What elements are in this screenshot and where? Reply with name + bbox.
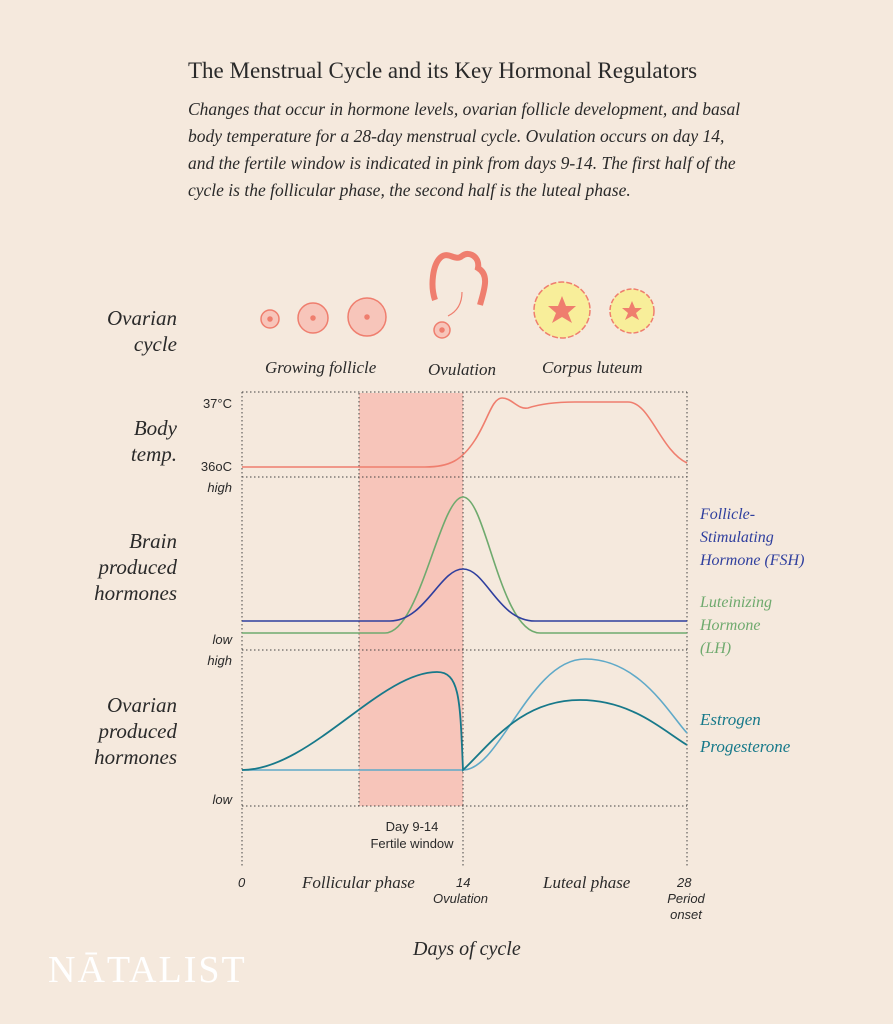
text-line: and the fertile window is indicated in p…: [188, 153, 736, 173]
text-line: hormones: [94, 745, 177, 769]
x-tick-label: 28: [677, 875, 692, 890]
text-line: produced: [98, 555, 177, 579]
stage-label: Growing follicle: [265, 358, 377, 377]
row-label: Brain produced hormones: [94, 528, 177, 606]
text-line: onset: [670, 907, 702, 922]
text-line: Changes that occur in hormone levels, ov…: [188, 99, 741, 119]
text-line: cycle is the follicular phase, the secon…: [188, 180, 631, 200]
title: The Menstrual Cycle and its Key Hormonal…: [188, 58, 698, 83]
text-line: Brain: [129, 529, 177, 553]
legend-progesterone: Progesterone: [700, 737, 791, 756]
level-high: high: [207, 653, 232, 668]
text-line: body temperature for a 28-day menstrual …: [188, 126, 725, 146]
lh-curve: [242, 496, 687, 634]
frame-lines: [241, 391, 688, 866]
text-line: Hormone: [700, 617, 761, 634]
text-line: Ovarian: [107, 693, 177, 717]
text-line: Stimulating: [700, 529, 774, 546]
follicle-icons: [260, 250, 488, 339]
x-tick-label: 14: [456, 875, 471, 890]
corpus-luteum-icons: [533, 281, 655, 339]
text-line: (LH): [700, 640, 732, 657]
level-high: high: [207, 480, 232, 495]
row-label: Ovarian produced hormones: [94, 692, 177, 770]
row-label: Ovarian cycle: [107, 305, 177, 357]
temp-high: 37°C: [202, 396, 232, 411]
temp-curve: [242, 397, 688, 468]
text-line: Day 9-14: [385, 819, 439, 834]
level-low: low: [212, 792, 232, 807]
progesterone-curve: [242, 658, 688, 771]
fsh-curve: [242, 568, 687, 622]
phase-label: Luteal phase: [543, 873, 631, 892]
legend-estrogen: Estrogen: [700, 710, 761, 729]
brand-logo: NĀTALIST: [48, 949, 247, 991]
x-axis-title: Days of cycle: [413, 938, 521, 960]
text-line: cycle: [133, 332, 177, 356]
fertile-window-band: [359, 393, 463, 806]
legend-lh: Luteinizing Hormone (LH): [700, 591, 772, 660]
temp-low: 36oC: [200, 459, 232, 474]
x-tick-label: 0: [238, 875, 246, 890]
level-low: low: [212, 632, 232, 647]
text-line: Luteinizing: [700, 594, 773, 611]
stage-label: Corpus luteum: [542, 358, 643, 377]
text-line: Follicle-: [700, 506, 756, 523]
x-tick-note: Period onset: [660, 891, 712, 923]
text-line: Body: [133, 416, 177, 440]
stage-label: Ovulation: [428, 360, 496, 379]
text-line: produced: [98, 719, 177, 743]
legend-fsh: Follicle- Stimulating Hormone (FSH): [700, 503, 804, 572]
text-line: hormones: [94, 581, 177, 605]
subtitle: Changes that occur in hormone levels, ov…: [188, 96, 740, 204]
row-label: Body temp.: [131, 415, 177, 467]
fertile-window-label: Day 9-14 Fertile window: [352, 818, 472, 852]
text-line: Hormone (FSH): [700, 552, 805, 569]
estrogen-curve: [241, 671, 688, 772]
x-tick-note: Ovulation: [433, 891, 488, 906]
text-line: temp.: [130, 442, 177, 466]
text-line: Period: [667, 891, 705, 906]
text-line: Fertile window: [370, 836, 454, 851]
text-line: Ovarian: [107, 306, 177, 330]
phase-label: Follicular phase: [302, 873, 415, 892]
